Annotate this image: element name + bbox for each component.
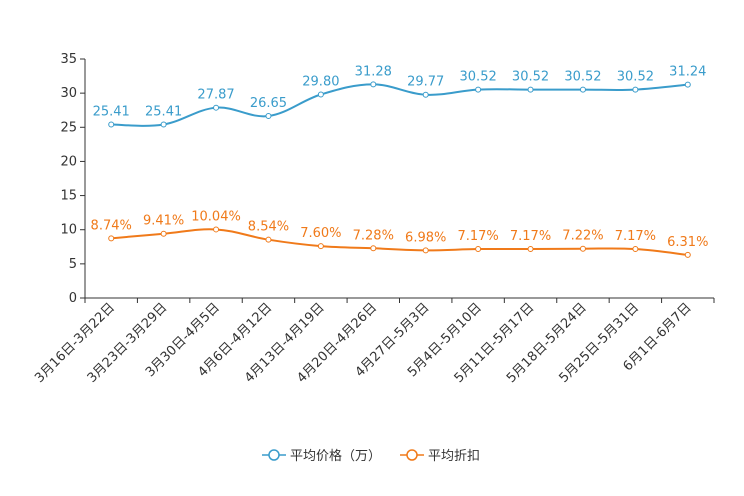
y-tick-label: 5 <box>69 257 77 272</box>
data-label: 29.80 <box>302 75 339 90</box>
data-label: 9.41% <box>143 214 184 229</box>
data-point[interactable] <box>579 86 586 93</box>
data-point[interactable] <box>265 236 272 243</box>
data-point[interactable] <box>475 86 482 93</box>
data-point[interactable] <box>108 235 115 242</box>
series-line <box>111 228 688 256</box>
data-label: 7.22% <box>562 229 603 244</box>
series-line <box>111 83 688 127</box>
data-label: 25.41 <box>93 104 130 119</box>
data-label: 29.77 <box>407 75 444 90</box>
data-label: 7.60% <box>300 226 341 241</box>
data-label: 7.28% <box>353 228 394 243</box>
data-label: 8.74% <box>91 218 132 233</box>
legend-item-1[interactable]: 平均价格（万） <box>262 448 381 464</box>
data-point[interactable] <box>632 86 639 93</box>
data-point[interactable] <box>160 121 167 128</box>
data-point[interactable] <box>684 81 691 88</box>
legend-item-2[interactable]: 平均折扣 <box>400 449 480 464</box>
y-tick-label: 35 <box>60 52 77 67</box>
data-point[interactable] <box>370 245 377 252</box>
data-label: 7.17% <box>510 229 551 244</box>
y-tick-label: 15 <box>60 189 77 204</box>
data-point[interactable] <box>160 230 167 237</box>
data-label: 7.17% <box>457 229 498 244</box>
series-1: 25.41 25.41 27.87 26.65 29.80 31.28 29.77 30.52… <box>93 64 706 128</box>
legend-swatch-marker <box>406 449 418 461</box>
data-label: 8.54% <box>248 220 289 235</box>
data-point[interactable] <box>527 86 534 93</box>
data-label: 27.87 <box>197 88 234 103</box>
data-label: 30.52 <box>564 70 601 85</box>
data-label: 6.31% <box>667 235 708 250</box>
data-label: 31.28 <box>355 64 392 79</box>
data-label: 26.65 <box>250 96 287 111</box>
data-point[interactable] <box>422 247 429 254</box>
data-point[interactable] <box>632 246 639 253</box>
data-label: 30.52 <box>617 70 654 85</box>
data-label: 31.24 <box>669 65 706 80</box>
data-point[interactable] <box>370 81 377 88</box>
data-point[interactable] <box>213 226 220 233</box>
legend[interactable]: 平均价格（万） 平均折扣 <box>262 448 480 464</box>
data-label: 30.52 <box>512 70 549 85</box>
data-label: 25.41 <box>145 104 182 119</box>
data-label: 7.17% <box>615 229 656 244</box>
y-tick-label: 20 <box>60 154 77 169</box>
data-point[interactable] <box>579 245 586 252</box>
legend-label: 平均折扣 <box>428 449 480 464</box>
data-label: 30.52 <box>460 70 497 85</box>
data-label: 6.98% <box>405 230 446 245</box>
data-point[interactable] <box>684 251 691 258</box>
legend-label: 平均价格（万） <box>290 448 381 464</box>
data-point[interactable] <box>108 121 115 128</box>
data-point[interactable] <box>475 246 482 253</box>
data-point[interactable] <box>265 113 272 120</box>
y-tick-label: 0 <box>69 291 77 306</box>
y-tick-label: 25 <box>60 120 77 135</box>
series-2: 8.74% 9.41% 10.04% 8.54% 7.60% 7.28% 6.98% 7.17… <box>91 209 708 258</box>
legend-swatch-marker <box>268 449 280 461</box>
y-tick-label: 10 <box>60 223 77 238</box>
y-tick-label: 30 <box>60 86 77 101</box>
data-point[interactable] <box>422 91 429 98</box>
data-point[interactable] <box>317 243 324 250</box>
data-point[interactable] <box>213 104 220 111</box>
data-point[interactable] <box>527 246 534 253</box>
axes: 051015202530353月16日-3月22日3月23日-3月29日3月30… <box>32 52 715 386</box>
series-layer: 25.41 25.41 27.87 26.65 29.80 31.28 29.77 30.52… <box>91 64 708 258</box>
data-point[interactable] <box>317 91 324 98</box>
data-label: 10.04% <box>191 209 241 224</box>
